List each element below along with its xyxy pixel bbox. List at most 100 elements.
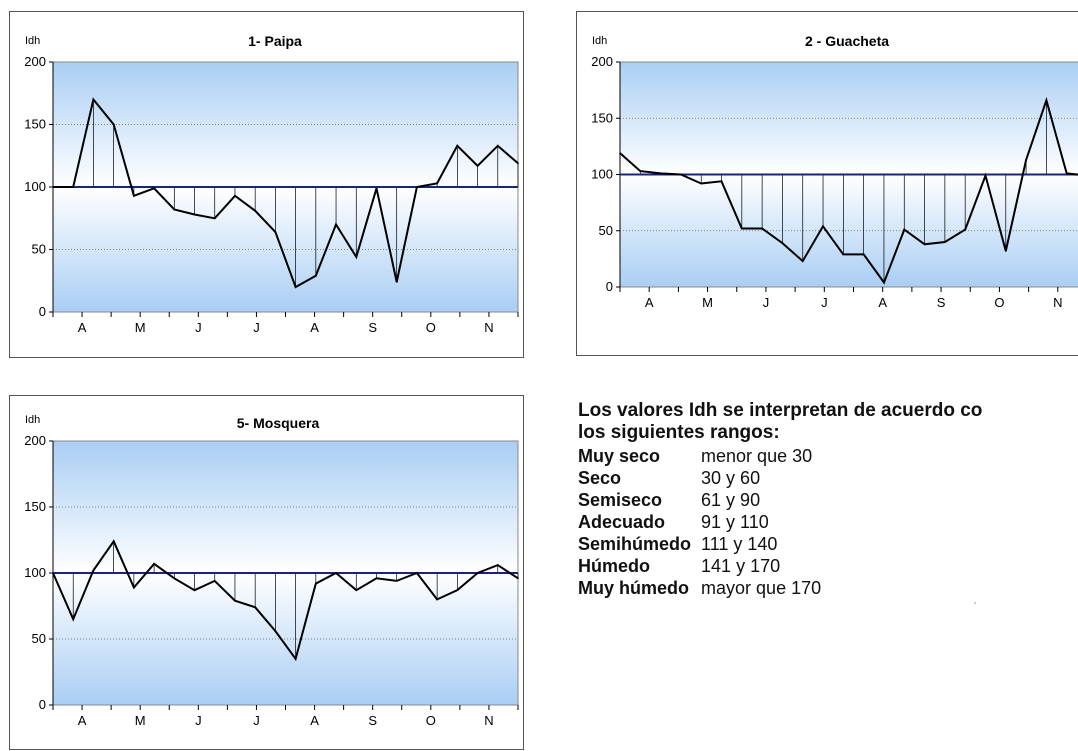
range-value: 91 y 110 <box>701 512 769 532</box>
data-point <box>173 577 176 580</box>
data-point <box>213 217 216 220</box>
data-point <box>761 227 763 230</box>
x-tick-label: S <box>937 295 946 310</box>
data-point <box>964 228 966 231</box>
x-tick-label: A <box>310 320 319 335</box>
chart-mosquera: 0 50 100 150 200 Idh 5- Mosquera A M J J A S O N <box>24 414 519 728</box>
data-point <box>234 194 236 197</box>
idh-ranges-legend: Los valores Idh se interpretan de acuerd… <box>578 400 1078 599</box>
x-tick-label: M <box>135 320 146 335</box>
chart-panel-paipa: 0 50 100 150 200 Idh 1- Paipa A M J J A S O N <box>9 11 524 358</box>
range-name: Semihúmedo <box>578 534 692 554</box>
series-line-idh <box>53 97 519 289</box>
data-point <box>1045 99 1048 102</box>
data-point <box>254 209 256 212</box>
data-point <box>883 281 885 284</box>
data-point <box>92 98 95 101</box>
data-point <box>234 599 236 602</box>
data-point <box>133 586 135 589</box>
range-name: Muy húmedo <box>578 578 689 598</box>
y-tick-label: 0 <box>39 697 46 712</box>
data-point <box>315 274 317 277</box>
y-tick-label: 0 <box>39 304 46 319</box>
y-tick-label: 150 <box>24 499 46 514</box>
x-tick-label: J <box>763 295 770 310</box>
range-value: mayor que 170 <box>701 578 822 598</box>
x-tick-label: S <box>368 320 377 335</box>
data-point <box>274 231 277 233</box>
chart-title: 2 - Guacheta <box>805 33 889 49</box>
data-point <box>416 186 418 188</box>
data-point <box>294 286 297 288</box>
legend-intro-line-2: los siguientes rangos: <box>578 422 780 443</box>
data-point <box>416 572 418 574</box>
data-point <box>496 564 499 566</box>
chart-panel-mosquera: 0 50 100 150 200 Idh 5- Mosquera A M J J A S O N <box>9 395 524 750</box>
range-row: Seco 30 y 60 <box>578 467 821 489</box>
y-tick-label: 200 <box>591 54 613 69</box>
data-point <box>822 225 824 228</box>
range-name: Semiseco <box>578 490 663 510</box>
series-line-idh <box>619 96 1078 285</box>
data-point <box>335 223 337 226</box>
range-row: Muy seco menor que 30 <box>578 445 821 467</box>
data-point <box>517 162 519 165</box>
data-point <box>335 572 337 574</box>
data-point <box>476 572 479 574</box>
data-point <box>112 540 115 543</box>
legend-intro-line-1: Los valores Idh se interpretan de acuerd… <box>578 400 983 421</box>
data-point <box>456 589 459 591</box>
data-point <box>375 187 378 190</box>
y-axis-label: Idh <box>25 414 40 426</box>
data-point <box>741 227 743 230</box>
data-point <box>680 173 682 176</box>
y-tick-label: 100 <box>24 565 46 580</box>
data-point <box>193 213 196 216</box>
data-point <box>476 164 479 167</box>
range-value: 61 y 90 <box>701 490 761 510</box>
x-tick-label: S <box>368 713 377 728</box>
x-tick-label: N <box>484 713 493 728</box>
data-point <box>862 253 865 256</box>
data-point <box>375 577 378 580</box>
stray-dot <box>974 602 976 604</box>
range-value: menor que 30 <box>701 446 813 466</box>
data-point <box>1004 250 1007 252</box>
range-row: Muy húmedo mayor que 170 <box>578 577 821 599</box>
data-point <box>923 243 926 246</box>
y-tick-label: 50 <box>32 631 46 646</box>
data-point <box>213 580 216 582</box>
x-tick-label: J <box>253 320 260 335</box>
data-point <box>801 260 804 262</box>
y-tick-label: 100 <box>24 179 46 194</box>
x-tick-label: A <box>78 320 87 335</box>
y-tick-label: 200 <box>24 54 46 69</box>
x-tick-label: O <box>994 295 1004 310</box>
data-point <box>92 569 95 572</box>
range-row: Húmedo 141 y 170 <box>578 555 821 577</box>
chart-panel-guacheta: 0 50 100 150 200 Idh 2 - Guacheta A M J J A S O N <box>576 11 1078 356</box>
x-tick-label: J <box>253 713 260 728</box>
data-point <box>153 187 155 190</box>
range-row: Semiseco 61 y 90 <box>578 489 821 511</box>
x-tick-label: N <box>484 320 493 335</box>
data-point <box>254 606 256 609</box>
data-point <box>842 253 845 256</box>
x-tick-label: N <box>1053 295 1062 310</box>
range-name: Muy seco <box>578 446 661 466</box>
data-point <box>517 577 519 580</box>
ranges-table: Muy seco menor que 30 Seco 30 y 60 Semis… <box>578 445 821 599</box>
data-point <box>173 208 176 211</box>
data-point <box>294 658 297 660</box>
x-tick-label: A <box>78 713 87 728</box>
chart-guacheta: 0 50 100 150 200 Idh 2 - Guacheta A M J J A S O N <box>591 33 1078 310</box>
x-tick-label: O <box>426 320 436 335</box>
x-tick-label: J <box>195 320 202 335</box>
data-point <box>944 241 946 243</box>
y-tick-label: 50 <box>32 242 46 257</box>
y-tick-label: 100 <box>591 167 613 182</box>
data-point <box>700 182 703 185</box>
range-row: Adecuado 91 y 110 <box>578 511 821 533</box>
data-point <box>274 630 277 632</box>
y-axis-label: Idh <box>592 35 607 47</box>
